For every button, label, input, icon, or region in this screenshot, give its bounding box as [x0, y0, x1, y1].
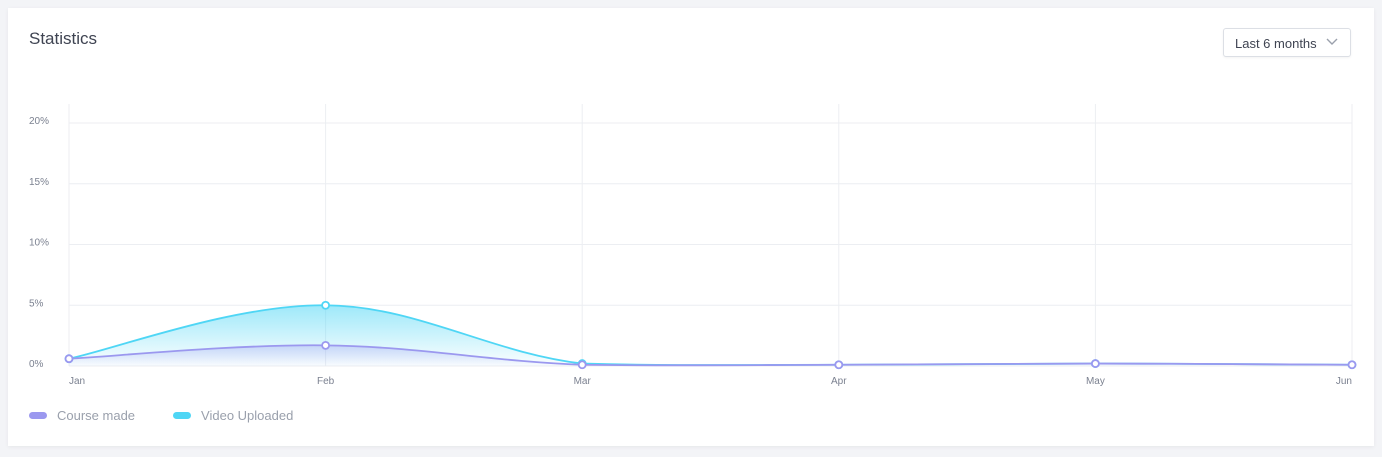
x-tick-label: Feb — [317, 376, 335, 387]
range-select[interactable]: Last 6 months — [1223, 28, 1351, 57]
point-course — [64, 354, 74, 364]
series-line-course — [68, 344, 1353, 367]
point-course — [834, 360, 844, 370]
x-tick-label: Jan — [69, 376, 85, 387]
chevron-down-icon — [1326, 38, 1338, 45]
x-tick-label: Apr — [831, 376, 847, 387]
y-tick-label: 20% — [29, 116, 49, 127]
x-tick-label: Jun — [1336, 376, 1352, 387]
statistics-chart: 0% 5% 10% 15% 20% Jan Feb Mar Apr May Jun — [29, 104, 1357, 387]
legend-swatch-course — [29, 412, 47, 419]
range-select-value: Last 6 months — [1235, 36, 1317, 51]
y-tick-label: 10% — [29, 238, 49, 249]
legend-item-course[interactable]: Course made — [29, 408, 135, 423]
legend-label-video: Video Uploaded — [201, 408, 294, 423]
legend-label-course: Course made — [57, 408, 136, 423]
legend-swatch-video — [173, 412, 192, 419]
legend-item-video[interactable]: Video Uploaded — [173, 408, 293, 423]
point-course — [1091, 359, 1100, 368]
point-course — [577, 360, 587, 370]
y-tick-label: 15% — [29, 177, 49, 188]
point-course — [1347, 360, 1357, 370]
chart-legend: Course made Video Uploaded — [29, 408, 293, 423]
y-tick-label: 5% — [29, 298, 44, 309]
point-course — [321, 340, 331, 350]
y-tick-label: 0% — [29, 359, 44, 370]
x-tick-label: Mar — [574, 376, 592, 387]
statistics-card: Statistics Last 6 months 0% 5% 10% 15% 20% Ja… — [8, 8, 1374, 446]
point-video — [321, 300, 331, 310]
area-course — [69, 345, 1352, 366]
x-tick-label: May — [1086, 376, 1105, 387]
card-title: Statistics — [29, 29, 98, 48]
